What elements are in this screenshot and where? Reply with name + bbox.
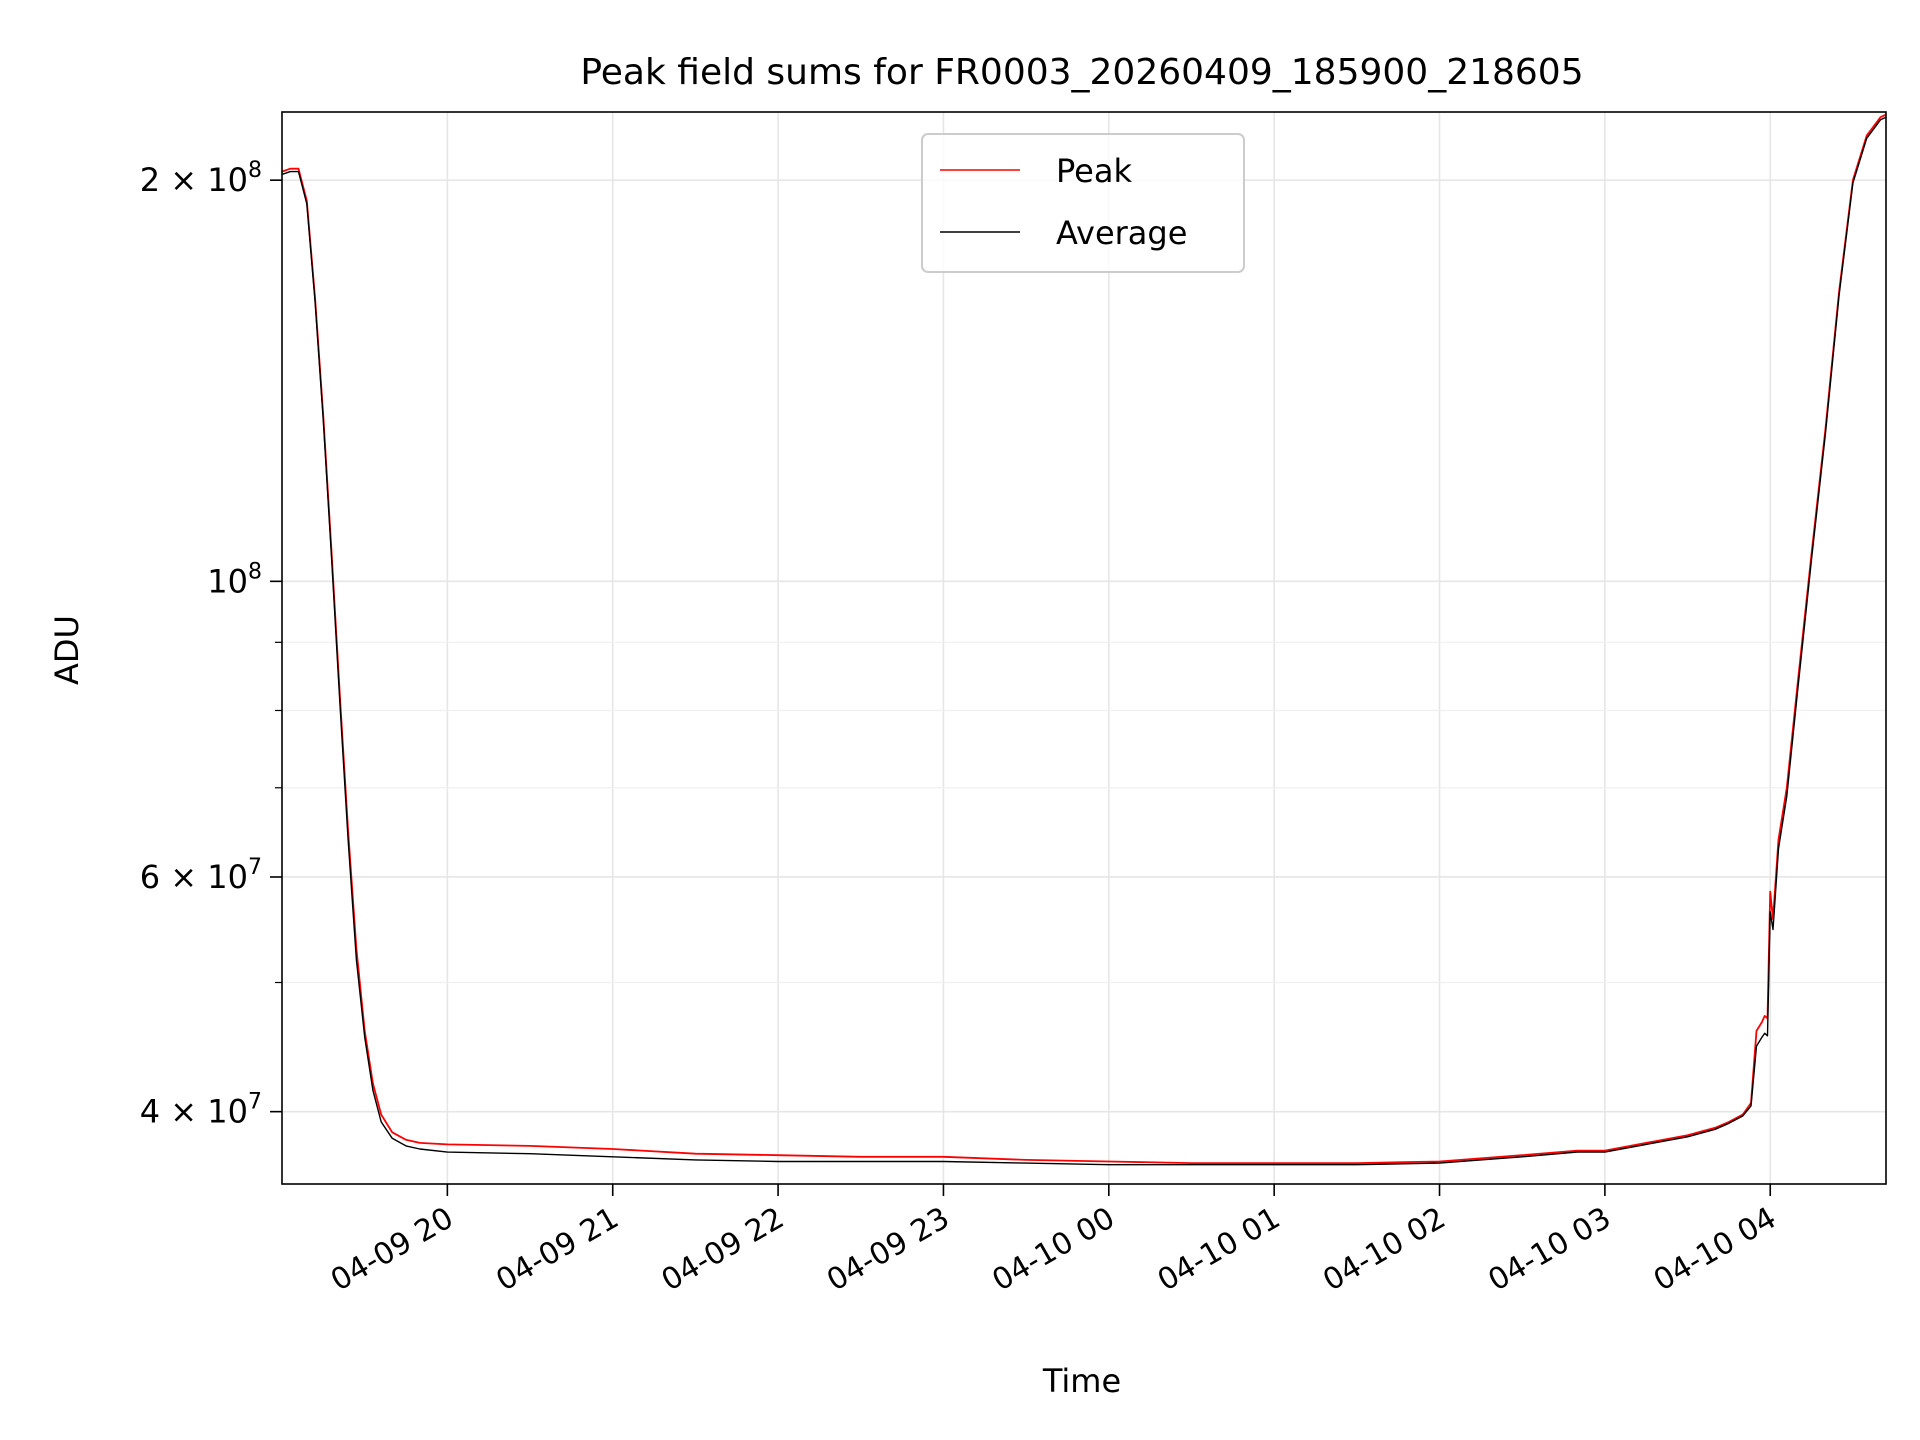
y-tick-label: 2 × 108 bbox=[140, 158, 262, 199]
series-layer bbox=[281, 113, 1887, 1166]
chart-title: Peak field sums for FR0003_20260409_1859… bbox=[580, 52, 1583, 93]
y-tick-base: 6 × 10 bbox=[140, 858, 248, 896]
y-tick-exponent: 8 bbox=[248, 158, 262, 183]
y-tick-exponent: 8 bbox=[248, 559, 262, 584]
x-axis-label: Time bbox=[1042, 1362, 1121, 1400]
y-tick-label: 108 bbox=[207, 559, 262, 600]
series-line-peak bbox=[281, 113, 1887, 1164]
legend-label-peak: Peak bbox=[1056, 152, 1132, 190]
y-tick-exponent: 7 bbox=[248, 1090, 262, 1115]
y-tick-exponent: 7 bbox=[248, 855, 262, 880]
y-axis-label: ADU bbox=[48, 615, 86, 685]
y-tick-label: 6 × 107 bbox=[140, 855, 262, 896]
grid-lines bbox=[282, 112, 1886, 1184]
y-tick-base: 4 × 10 bbox=[140, 1093, 248, 1131]
y-tick-base: 10 bbox=[207, 562, 248, 600]
y-tick-label: 4 × 107 bbox=[140, 1090, 262, 1131]
legend: Peak Average bbox=[921, 133, 1245, 273]
plot-frame bbox=[281, 111, 1887, 1185]
series-line-average bbox=[281, 116, 1887, 1166]
legend-label-average: Average bbox=[1056, 214, 1187, 252]
y-tick-base: 2 × 10 bbox=[140, 161, 248, 199]
legend-box bbox=[921, 133, 1245, 273]
